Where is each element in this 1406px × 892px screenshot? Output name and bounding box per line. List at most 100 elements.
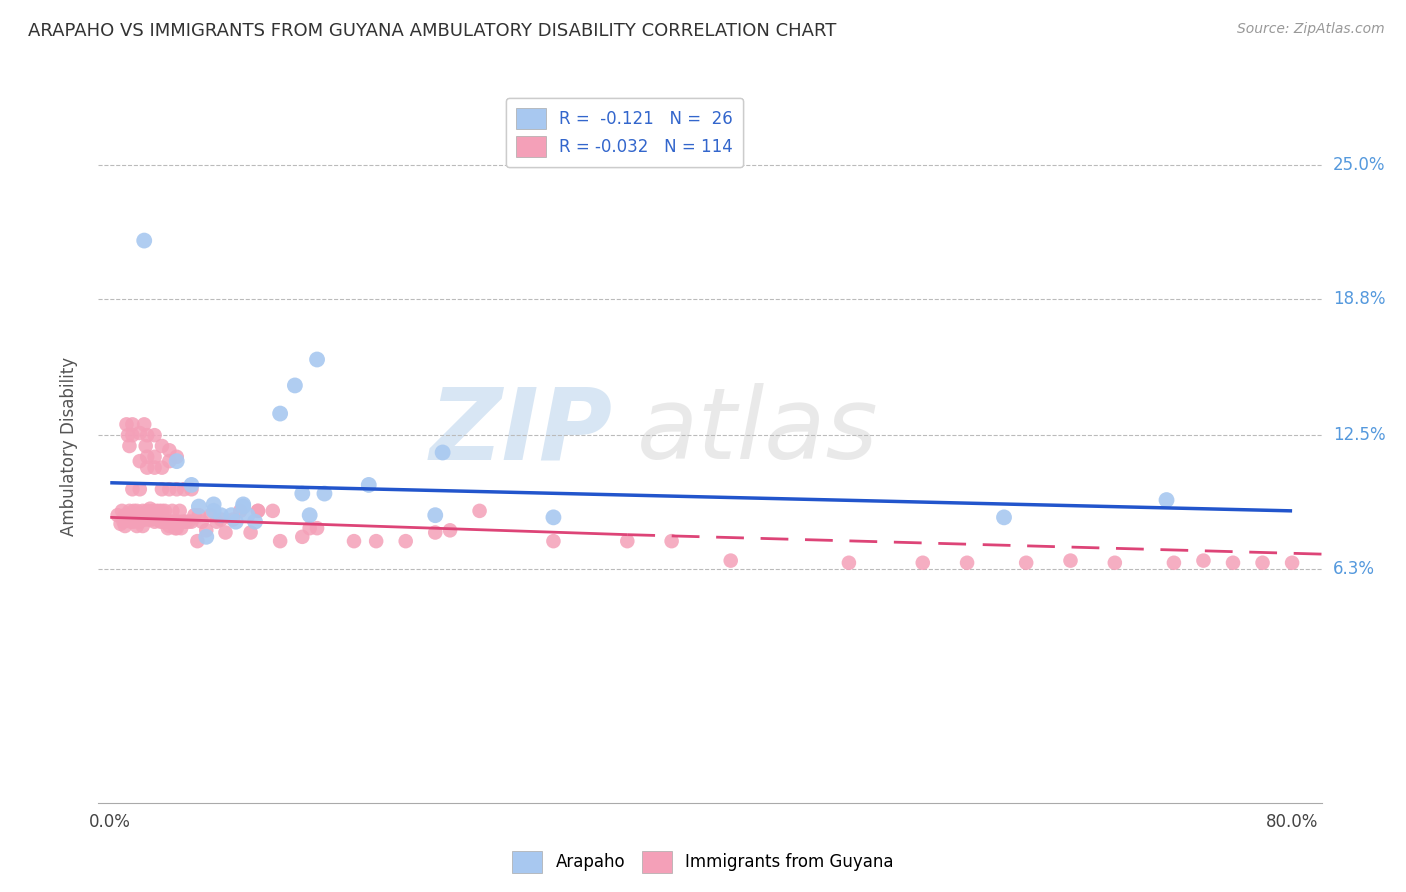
Point	[225, 515, 247, 529]
Point	[136, 450, 159, 464]
Point	[307, 521, 329, 535]
Point	[221, 508, 243, 523]
Point	[191, 515, 214, 529]
Point	[124, 508, 146, 523]
Point	[1015, 556, 1038, 570]
Point	[128, 482, 150, 496]
Point	[118, 504, 141, 518]
Point	[343, 534, 366, 549]
Point	[111, 504, 134, 518]
Point	[150, 439, 173, 453]
Point	[543, 510, 565, 524]
Text: 6.3%: 6.3%	[1333, 560, 1375, 578]
Point	[291, 530, 314, 544]
Point	[222, 512, 245, 526]
Point	[128, 454, 150, 468]
Text: 25.0%: 25.0%	[1333, 156, 1385, 174]
Point	[150, 460, 173, 475]
Point	[112, 515, 135, 529]
Y-axis label: Ambulatory Disability: Ambulatory Disability	[59, 357, 77, 535]
Point	[120, 515, 142, 529]
Point	[166, 482, 188, 496]
Point	[166, 454, 188, 468]
Point	[183, 508, 205, 523]
Point	[239, 525, 262, 540]
Point	[1251, 556, 1274, 570]
Point	[157, 454, 180, 468]
Point	[155, 515, 177, 529]
Text: ZIP: ZIP	[429, 384, 612, 480]
Point	[187, 500, 209, 514]
Point	[1222, 556, 1244, 570]
Point	[425, 508, 447, 523]
Point	[122, 515, 145, 529]
Point	[153, 504, 176, 518]
Point	[468, 504, 491, 518]
Point	[205, 515, 228, 529]
Point	[118, 439, 141, 453]
Point	[838, 556, 860, 570]
Point	[284, 378, 307, 392]
Point	[432, 445, 454, 459]
Point	[166, 450, 188, 464]
Point	[110, 516, 132, 531]
Point	[661, 534, 683, 549]
Point	[128, 515, 150, 529]
Point	[157, 519, 180, 533]
Point	[150, 504, 173, 518]
Point	[143, 515, 166, 529]
Point	[186, 534, 208, 549]
Point	[209, 508, 232, 523]
Point	[121, 417, 143, 432]
Point	[132, 519, 155, 533]
Text: Source: ZipAtlas.com: Source: ZipAtlas.com	[1237, 22, 1385, 37]
Point	[117, 428, 139, 442]
Point	[269, 534, 291, 549]
Point	[236, 508, 259, 523]
Point	[180, 478, 202, 492]
Text: 12.5%: 12.5%	[1333, 426, 1385, 444]
Point	[720, 553, 742, 567]
Point	[243, 515, 266, 529]
Point	[136, 504, 159, 518]
Point	[128, 425, 150, 440]
Point	[246, 504, 269, 518]
Point	[200, 508, 222, 523]
Point	[121, 482, 143, 496]
Legend: Arapaho, Immigrants from Guyana: Arapaho, Immigrants from Guyana	[506, 845, 900, 880]
Point	[1104, 556, 1126, 570]
Point	[298, 508, 321, 523]
Point	[134, 512, 156, 526]
Point	[307, 352, 329, 367]
Point	[187, 508, 209, 523]
Point	[1156, 493, 1178, 508]
Point	[159, 515, 181, 529]
Text: 18.8%: 18.8%	[1333, 290, 1385, 308]
Point	[143, 460, 166, 475]
Point	[173, 482, 195, 496]
Point	[174, 515, 197, 529]
Point	[141, 512, 163, 526]
Point	[911, 556, 934, 570]
Point	[134, 417, 156, 432]
Point	[291, 486, 314, 500]
Point	[1281, 556, 1303, 570]
Point	[170, 521, 193, 535]
Point	[209, 512, 232, 526]
Point	[135, 439, 157, 453]
Point	[114, 508, 136, 523]
Point	[162, 504, 184, 518]
Point	[395, 534, 418, 549]
Point	[439, 524, 461, 538]
Point	[138, 512, 160, 526]
Point	[172, 515, 194, 529]
Point	[157, 482, 180, 496]
Text: atlas: atlas	[637, 384, 879, 480]
Point	[298, 521, 321, 535]
Point	[146, 512, 169, 526]
Point	[269, 407, 291, 421]
Point	[232, 497, 254, 511]
Point	[122, 504, 145, 518]
Point	[616, 534, 638, 549]
Point	[262, 504, 284, 518]
